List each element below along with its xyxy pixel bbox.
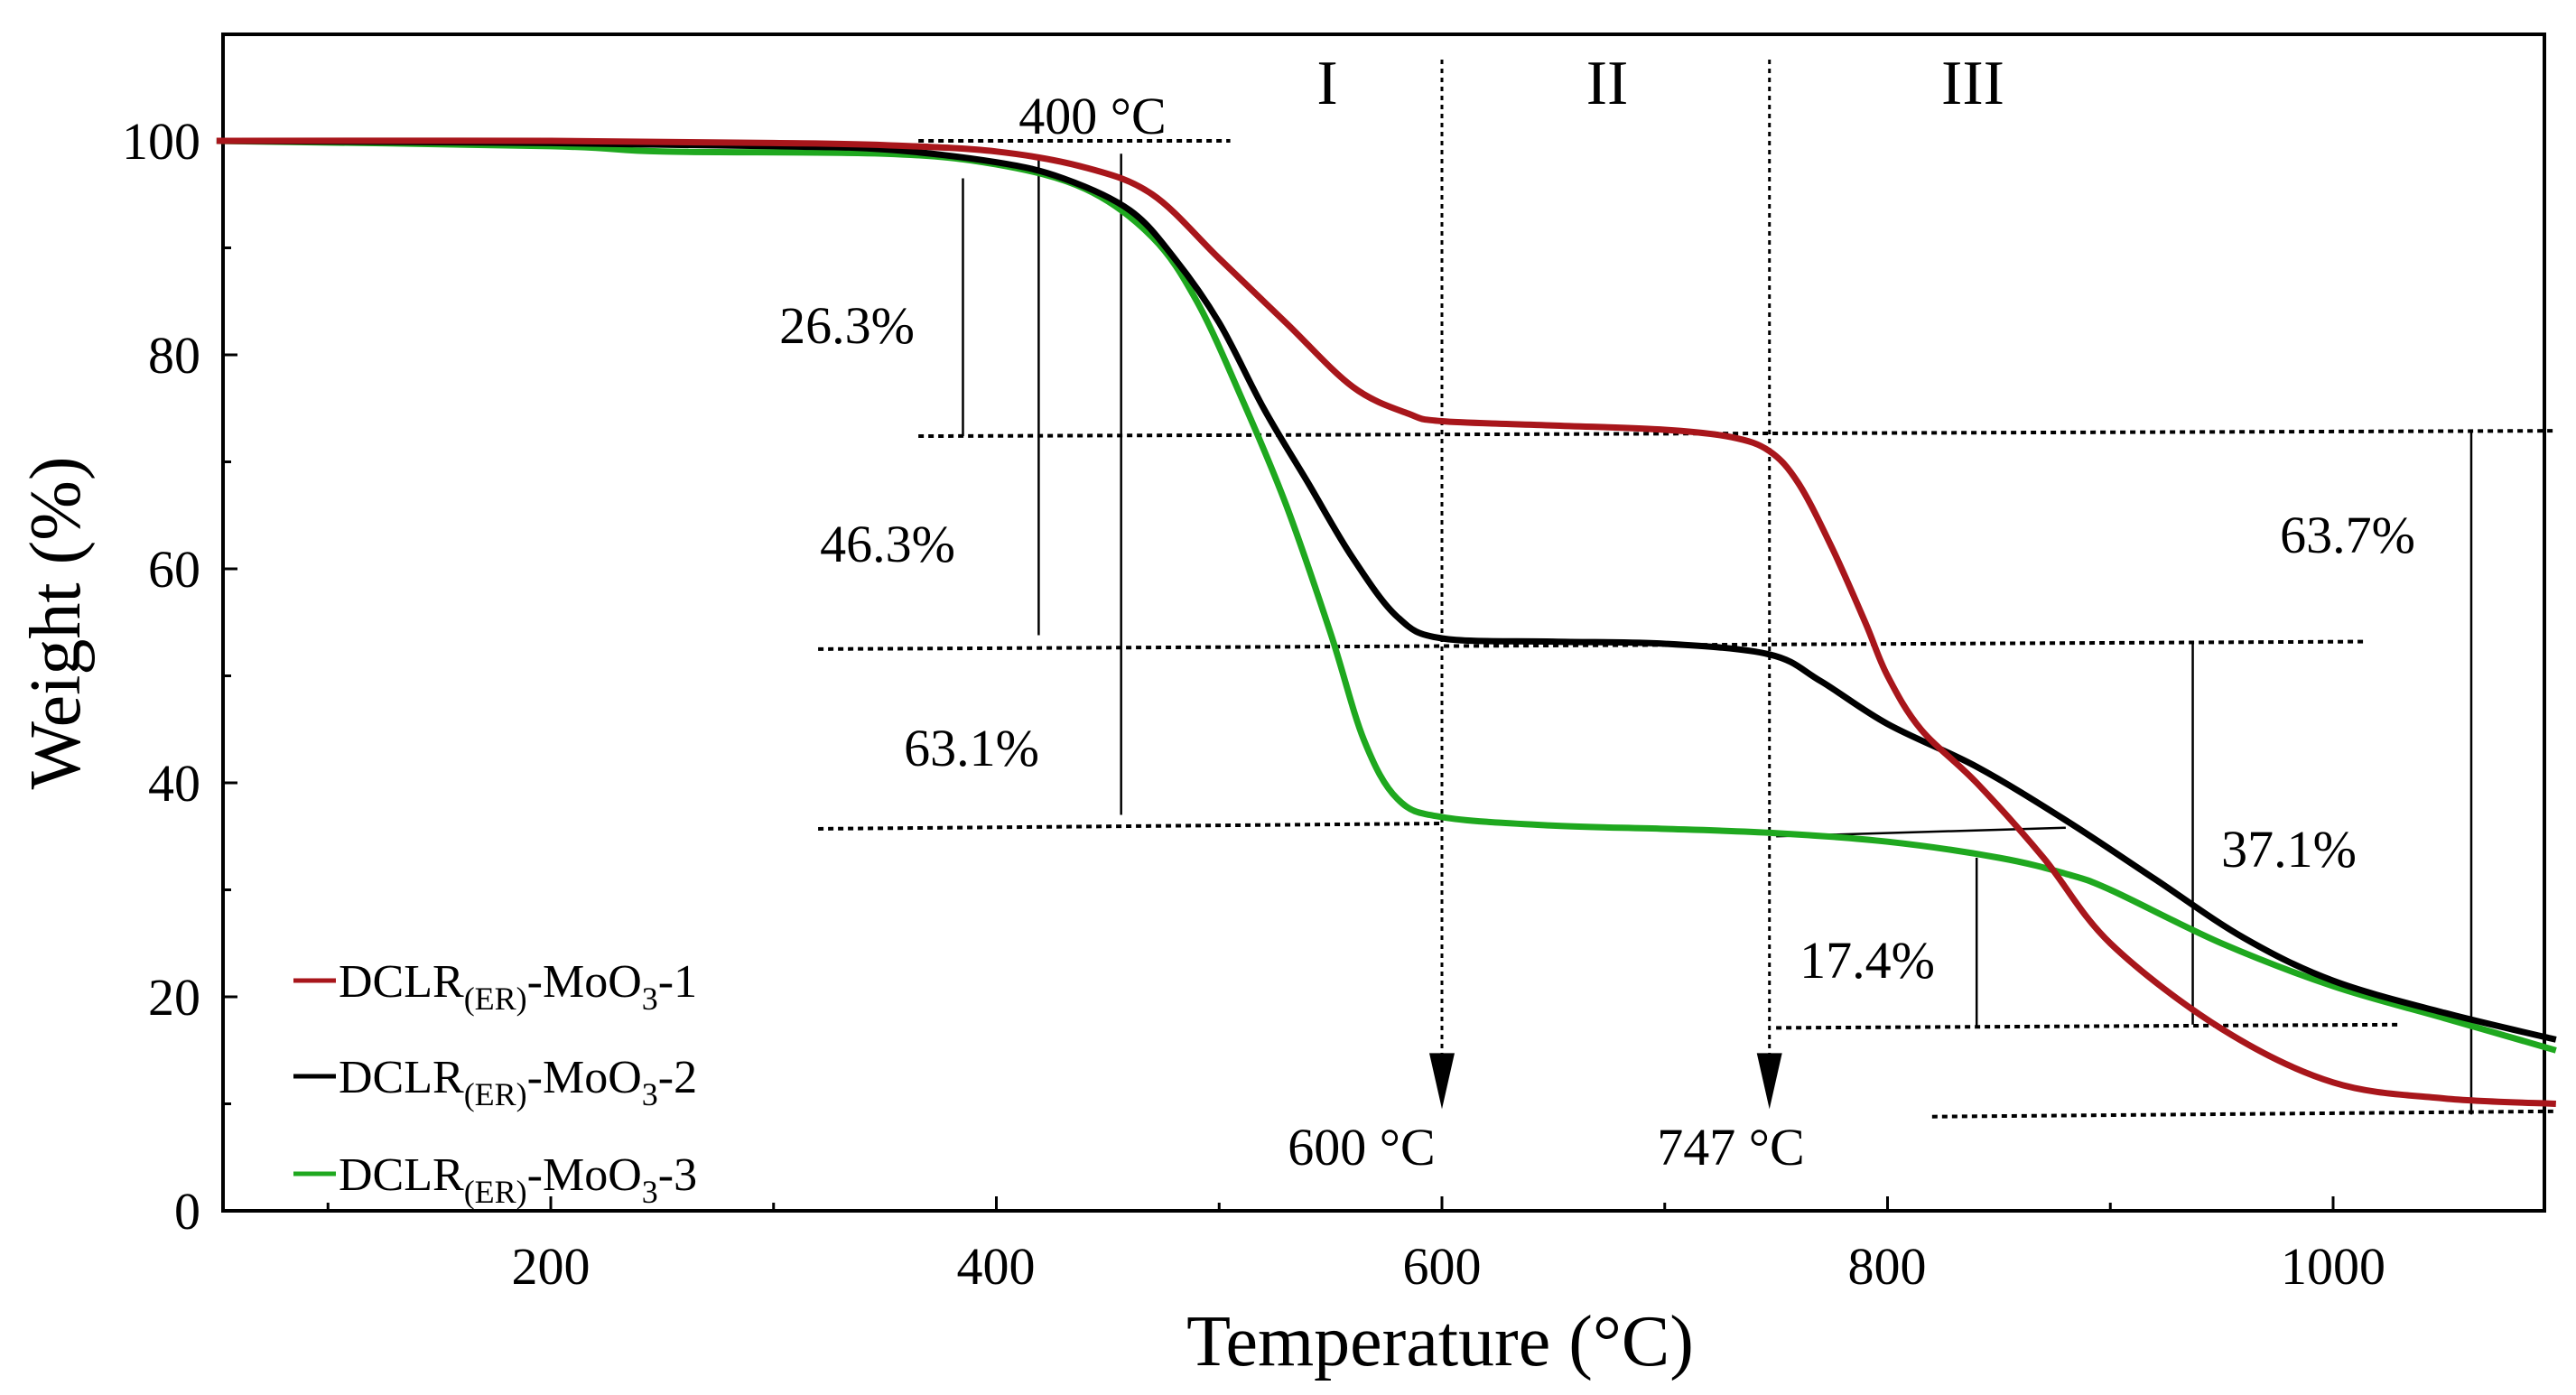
arrow-head-icon xyxy=(1756,1053,1782,1110)
legend: DCLR(ER)-MoO3-1 DCLR(ER)-MoO3-2 DCLR(ER)… xyxy=(293,956,697,1210)
temp-label-400: 400 °C xyxy=(1018,87,1166,145)
y-axis-title: Weight (%) xyxy=(16,457,96,790)
level-guide xyxy=(1931,1109,2556,1119)
series-lines xyxy=(216,137,2557,1107)
guide-lines xyxy=(818,60,2556,1119)
arrow-head-icon xyxy=(1429,1053,1455,1110)
y-tick-label: 60 xyxy=(148,540,200,599)
mass-loss-label: 46.3% xyxy=(820,515,955,573)
mass-loss-label: 17.4% xyxy=(1799,931,1935,990)
mass-loss-label: 26.3% xyxy=(779,296,915,355)
x-tick-label: 1000 xyxy=(2281,1237,2385,1296)
legend-entry: DCLR(ER)-MoO3-2 xyxy=(339,1052,697,1112)
axis-ticks xyxy=(223,139,2335,1213)
region-label-I: I xyxy=(1316,49,1337,118)
legend-entry: DCLR(ER)-MoO3-1 xyxy=(339,956,697,1017)
series-line-3 xyxy=(216,137,2557,1054)
level-guide xyxy=(818,822,1443,831)
mass-loss-label: 37.1% xyxy=(2221,820,2357,879)
level-guide xyxy=(1776,1022,2401,1030)
x-tick-label: 400 xyxy=(957,1237,1036,1296)
y-tick-labels: 0 20 40 60 80 100 xyxy=(122,112,200,1241)
x-tick-label: 600 xyxy=(1403,1237,1482,1296)
y-tick-label: 40 xyxy=(148,754,200,813)
region-label-III: III xyxy=(1941,49,2004,118)
y-tick-label: 80 xyxy=(148,326,200,385)
x-tick-label: 200 xyxy=(512,1237,591,1296)
region-label-II: II xyxy=(1586,49,1629,118)
series-line-1 xyxy=(216,137,2556,1107)
mass-loss-label: 63.7% xyxy=(2280,506,2415,564)
temp-label-600: 600 °C xyxy=(1288,1118,1435,1176)
x-tick-labels: 200 400 600 800 1000 xyxy=(512,1237,2386,1296)
series-line-2 xyxy=(216,137,2557,1043)
level-guide xyxy=(918,429,2556,439)
mass-loss-label: 63.1% xyxy=(904,719,1039,777)
y-tick-label: 0 xyxy=(174,1182,200,1241)
y-tick-label: 100 xyxy=(122,112,200,171)
x-tick-label: 800 xyxy=(1848,1237,1927,1296)
plot-frame xyxy=(221,33,2546,1213)
x-axis-title: Temperature (°C) xyxy=(1186,1302,1694,1381)
y-tick-label: 20 xyxy=(148,968,200,1027)
temp-label-747: 747 °C xyxy=(1657,1118,1804,1176)
legend-entry: DCLR(ER)-MoO3-3 xyxy=(339,1149,697,1210)
